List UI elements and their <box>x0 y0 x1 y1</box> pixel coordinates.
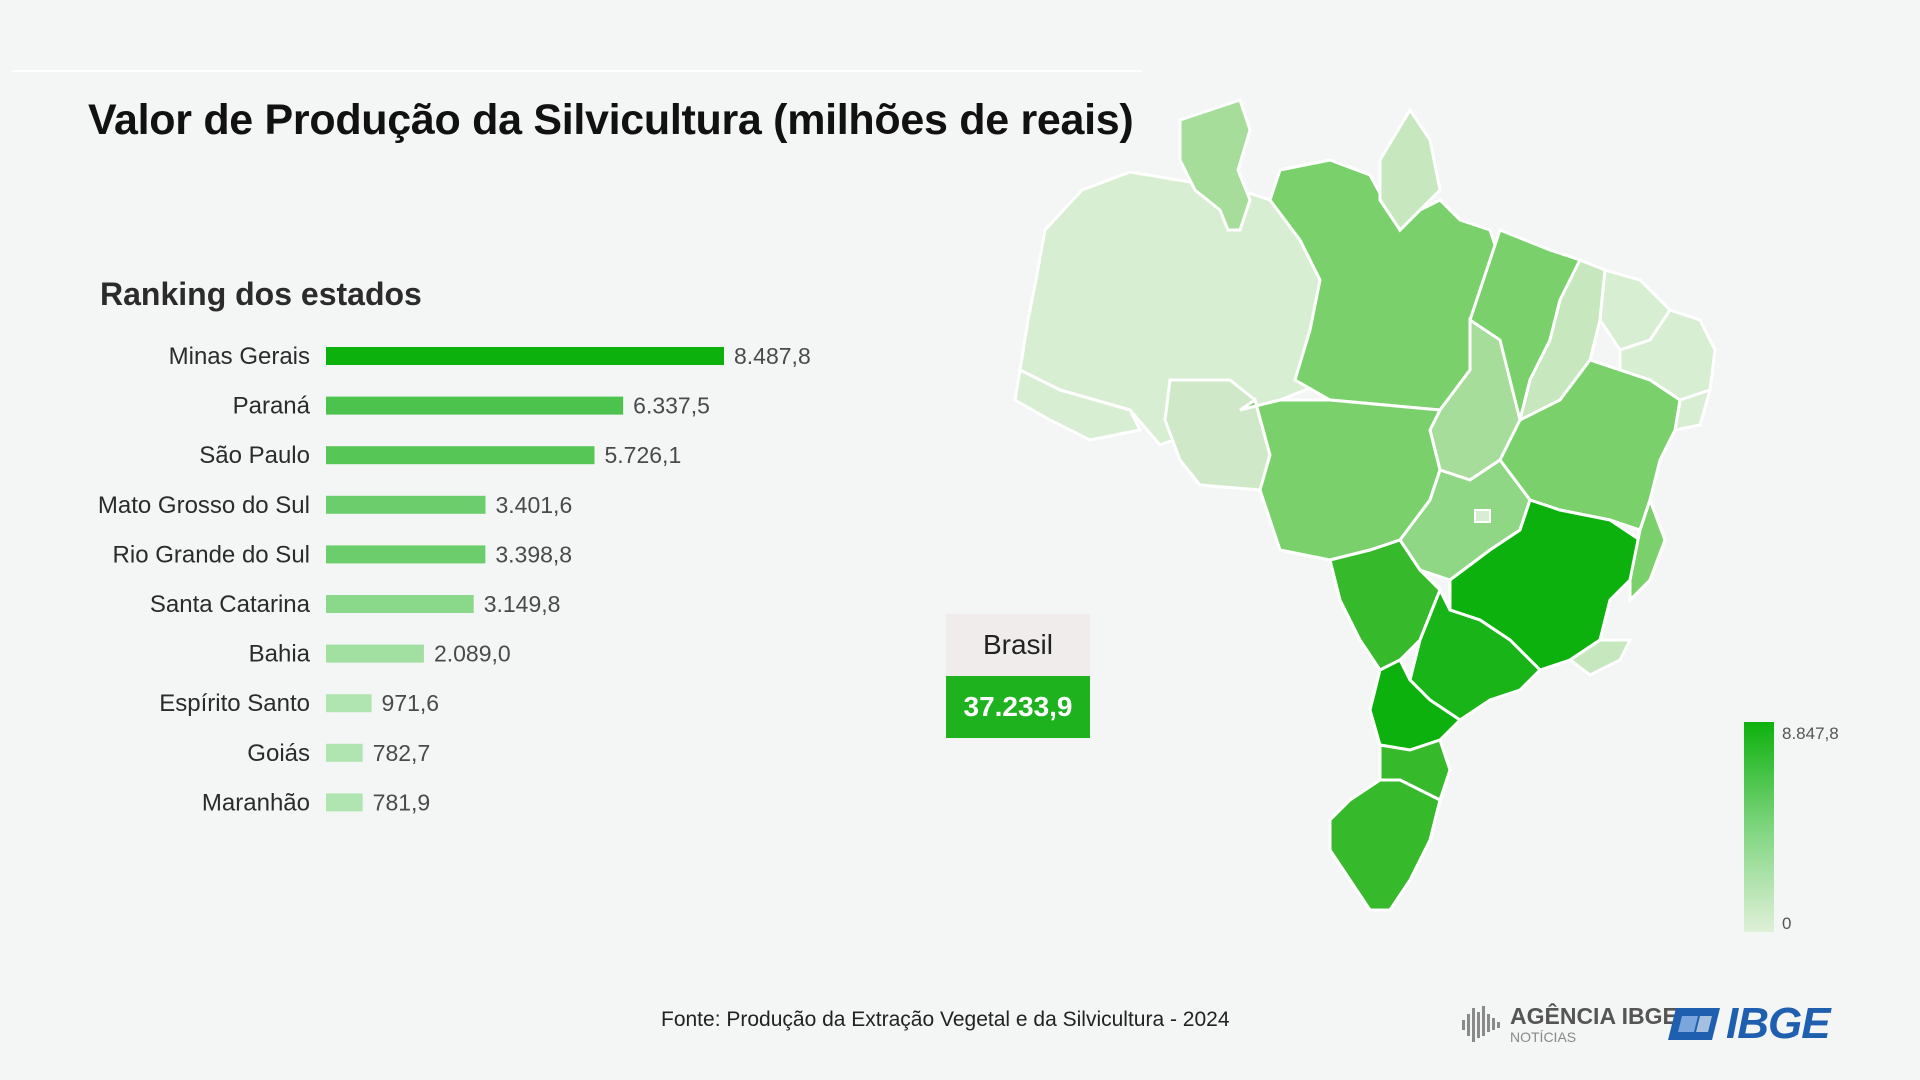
map-state-rio-grande-do-sul <box>1328 778 1442 912</box>
agencia-name: AGÊNCIA IBGE <box>1510 1002 1678 1029</box>
map-state-roraima <box>1178 98 1252 232</box>
value-label-sao-paulo: 5.726,1 <box>605 442 682 468</box>
category-label-santa-catarina: Santa Catarina <box>150 591 311 618</box>
bar-rio-grande-do-sul <box>326 545 486 564</box>
value-label-santa-catarina: 3.149,8 <box>484 591 561 617</box>
category-label-bahia: Bahia <box>249 641 311 668</box>
agencia-sub: NOTÍCIAS <box>1510 1028 1577 1045</box>
brasil-total-box: Brasil 37.233,9 <box>946 614 1090 738</box>
map-legend-min: 0 <box>1782 914 1792 933</box>
map-state-espirito-santo <box>1628 495 1667 604</box>
map-state-parana <box>1368 657 1463 752</box>
map-state-acre <box>1013 367 1143 442</box>
category-label-mato-grosso-do-sul: Mato Grosso do Sul <box>98 492 310 519</box>
map-state-df <box>1474 509 1491 523</box>
bar-goias <box>326 743 363 762</box>
page-title: Valor de Produção da Silvicultura (milhõ… <box>88 96 1134 144</box>
map-legend-scale <box>1744 722 1774 932</box>
value-label-goias: 782,7 <box>373 740 431 766</box>
category-label-rio-grande-do-sul: Rio Grande do Sul <box>113 541 310 568</box>
bar-chart: Minas Gerais 8.487,8 Paraná 6.337,5 São Paul… <box>98 343 811 816</box>
value-label-parana: 6.337,5 <box>633 393 710 419</box>
value-label-rio-grande-do-sul: 3.398,8 <box>495 541 572 567</box>
bar-parana <box>326 396 624 415</box>
value-label-bahia: 2.089,0 <box>434 641 511 667</box>
brasil-value: 37.233,9 <box>946 676 1090 738</box>
value-label-espirito-santo: 971,6 <box>382 690 440 716</box>
brasil-label: Brasil <box>946 614 1090 676</box>
bar-maranhao <box>326 793 363 812</box>
map-state-rio-de-janeiro <box>1567 638 1633 677</box>
bar-mato-grosso-do-sul <box>326 495 486 514</box>
top-divider <box>12 70 1142 72</box>
agencia-ibge-logo: AGÊNCIA IBGE NOTÍCIAS <box>1460 1000 1678 1048</box>
value-label-mato-grosso-do-sul: 3.401,6 <box>496 492 573 518</box>
ibge-logo: IBGE <box>1668 999 1831 1048</box>
category-label-minas-gerais: Minas Gerais <box>169 343 310 370</box>
bar-espirito-santo <box>326 694 372 713</box>
category-label-sao-paulo: São Paulo <box>199 442 310 469</box>
category-label-goias: Goiás <box>247 740 310 767</box>
brazil-map <box>1013 98 1717 912</box>
value-label-minas-gerais: 8.487,8 <box>734 343 811 369</box>
bar-bahia <box>326 644 424 663</box>
category-label-espirito-santo: Espírito Santo <box>159 690 310 717</box>
bar-santa-catarina <box>326 595 474 613</box>
ibge-mark-icon <box>1668 1008 1720 1040</box>
chart-title: Ranking dos estados <box>100 276 422 312</box>
map-legend-max: 8.847,8 <box>1782 724 1839 743</box>
value-label-maranhao: 781,9 <box>373 789 431 815</box>
map-state-amapa <box>1378 107 1442 233</box>
bar-minas-gerais <box>326 347 724 365</box>
source-note: Fonte: Produção da Extração Vegetal e da… <box>661 1008 1230 1031</box>
bar-sao-paulo <box>326 446 595 465</box>
agencia-mark-icon <box>1462 1006 1500 1042</box>
category-label-parana: Paraná <box>233 393 311 420</box>
category-label-maranhao: Maranhão <box>202 789 310 816</box>
ibge-wordmark: IBGE <box>1726 999 1831 1048</box>
